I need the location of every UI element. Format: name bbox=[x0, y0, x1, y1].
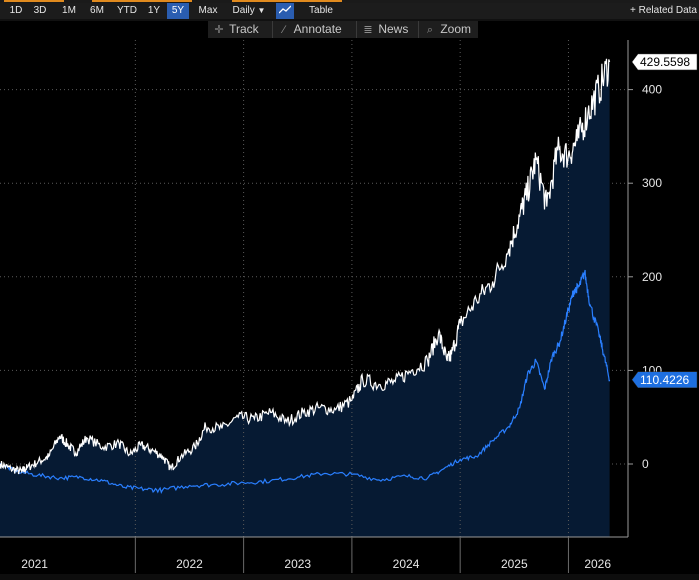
last-value-labels: 429.5598 110.4226 bbox=[631, 53, 698, 389]
y-tick-label: 0 bbox=[642, 457, 649, 471]
y-tick-label: 300 bbox=[642, 176, 662, 190]
magnifier-icon: ⌕ bbox=[426, 24, 434, 36]
white-series-line bbox=[0, 58, 611, 475]
area-fill-white-series bbox=[0, 58, 610, 538]
table-button[interactable]: Table bbox=[309, 5, 333, 16]
x-grid-layer bbox=[134, 40, 569, 537]
range-5y-button[interactable]: 5Y bbox=[167, 3, 189, 19]
last-value-label: 429.5598 bbox=[640, 55, 690, 69]
pencil-icon: ∕ bbox=[283, 24, 285, 36]
crosshair-icon: ✛ bbox=[214, 24, 224, 36]
annotate-label: Annotate bbox=[293, 22, 342, 36]
track-tool[interactable]: ✛ Track bbox=[212, 21, 259, 38]
x-tick-label: 2025 bbox=[501, 557, 528, 571]
y-tick-label: 100 bbox=[642, 363, 662, 377]
range-max-button[interactable]: Max bbox=[198, 5, 218, 16]
x-tick-label: 2022 bbox=[176, 557, 203, 571]
x-tick-label: 2026 bbox=[584, 557, 611, 571]
x-tick-label: 2021 bbox=[21, 557, 48, 571]
zoom-tool[interactable]: ⌕ Zoom bbox=[418, 21, 471, 38]
range-3d-button[interactable]: 3D bbox=[33, 5, 47, 16]
news-tool[interactable]: ≣ News bbox=[356, 21, 408, 38]
range-toolbar: 1D 3D 1M 6M YTD 1Y 5Y Max Daily ▼ Table bbox=[0, 3, 699, 19]
range-1m-button[interactable]: 1M bbox=[62, 5, 76, 16]
annotate-tool[interactable]: ∕ Annotate bbox=[272, 21, 342, 38]
top-strip bbox=[0, 0, 699, 3]
x-tick-labels: 2021 2022 2023 2024 2025 2026 bbox=[21, 537, 611, 573]
top-strip-accent bbox=[232, 0, 342, 2]
range-1y-button[interactable]: 1Y bbox=[147, 5, 161, 16]
related-data-label: Related Data bbox=[638, 5, 697, 16]
y-tick-label: 200 bbox=[642, 270, 662, 284]
range-1d-button[interactable]: 1D bbox=[9, 5, 23, 16]
chart-tools: ✛ Track ∕ Annotate ≣ News ⌕ Zoom bbox=[208, 21, 478, 38]
x-tick-label: 2023 bbox=[284, 557, 311, 571]
related-data-button[interactable]: + Related Data bbox=[630, 3, 699, 19]
track-label: Track bbox=[229, 22, 259, 36]
y-tick-labels: 0 100 200 300 400 bbox=[628, 83, 662, 471]
frequency-dropdown[interactable]: Daily ▼ bbox=[227, 3, 271, 19]
top-strip-accent bbox=[4, 0, 64, 2]
plus-icon: + bbox=[630, 5, 636, 16]
line-chart-icon[interactable] bbox=[276, 3, 294, 19]
toolbar-divider bbox=[0, 19, 699, 21]
blue-series-line bbox=[0, 269, 611, 495]
range-6m-button[interactable]: 6M bbox=[90, 5, 104, 16]
grid-layer bbox=[0, 89, 628, 465]
y-tick-label: 400 bbox=[642, 83, 662, 97]
chevron-down-icon: ▼ bbox=[257, 6, 266, 15]
news-icon: ≣ bbox=[363, 24, 373, 36]
zoom-label: Zoom bbox=[440, 22, 472, 36]
bottom-bar bbox=[0, 574, 699, 580]
range-ytd-button[interactable]: YTD bbox=[117, 5, 137, 16]
last-value-badge bbox=[631, 53, 698, 71]
x-tick-label: 2024 bbox=[393, 557, 420, 571]
news-label: News bbox=[378, 22, 409, 36]
last-value-badge bbox=[631, 371, 698, 389]
last-value-label: 110.4226 bbox=[640, 373, 689, 387]
frequency-label: Daily bbox=[232, 5, 255, 16]
top-strip-accent bbox=[92, 0, 192, 2]
